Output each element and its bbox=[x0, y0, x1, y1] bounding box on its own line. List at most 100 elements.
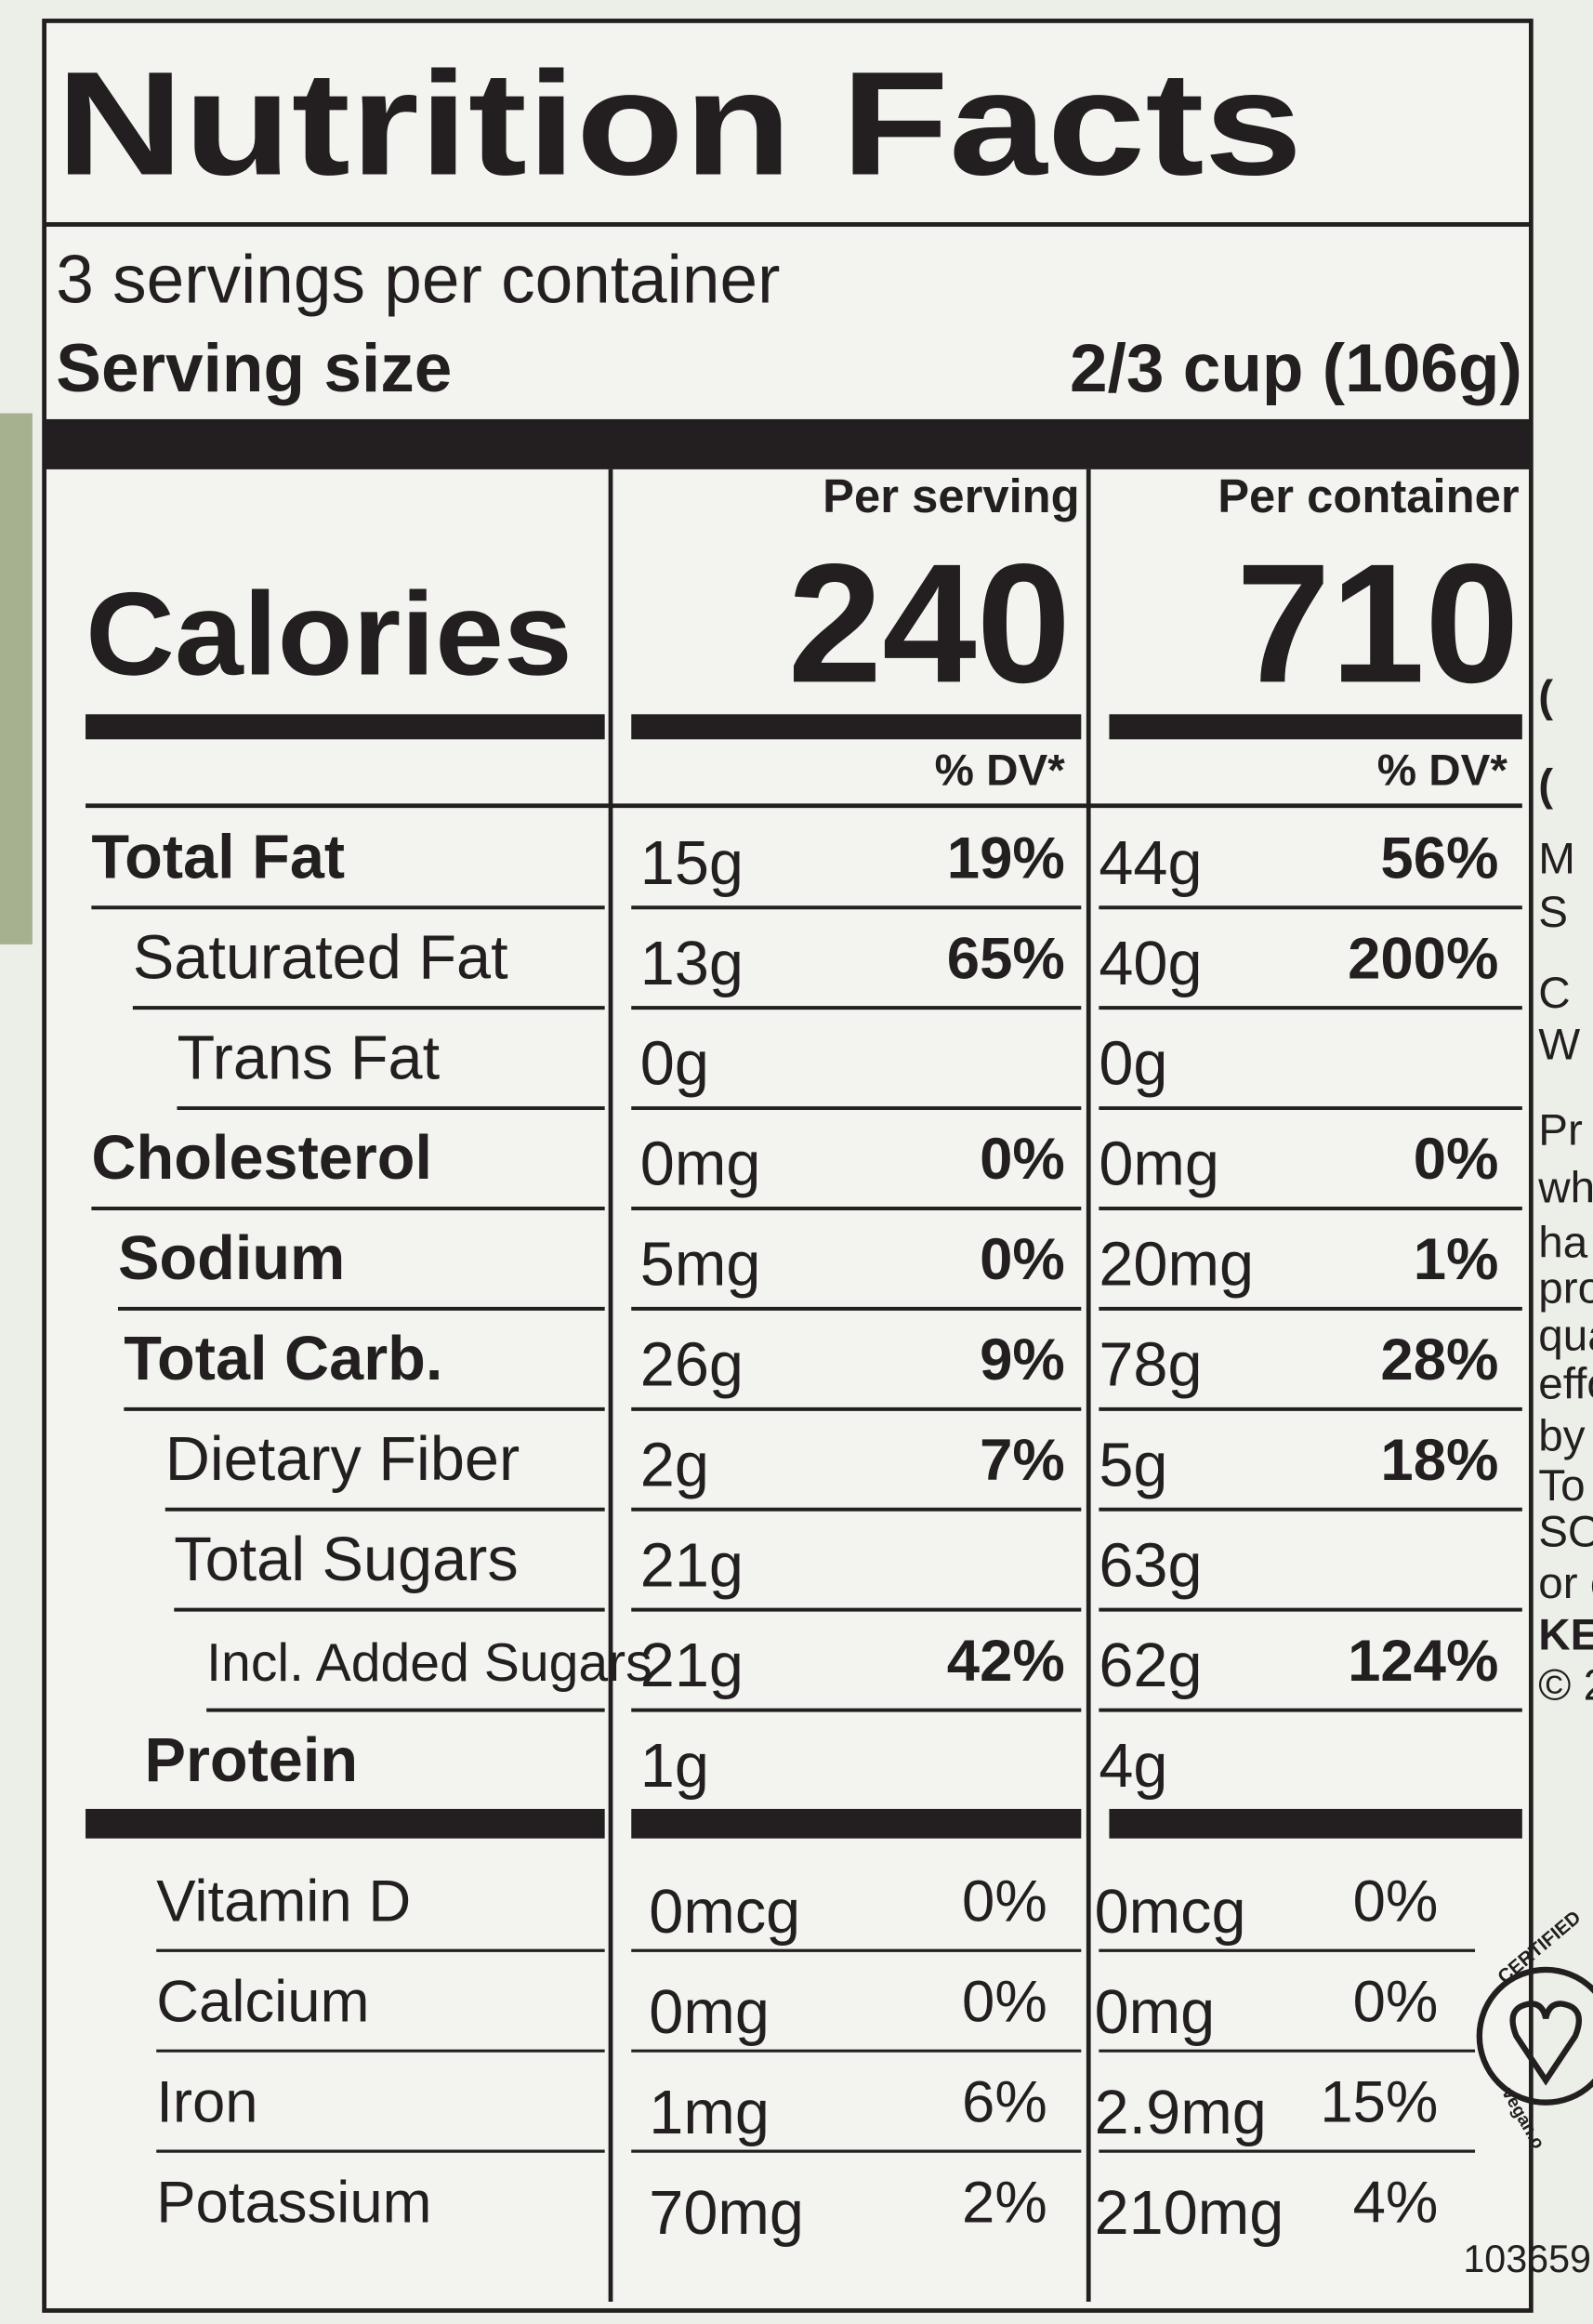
amount-container: 0g bbox=[1099, 1030, 1167, 1099]
amount-serving: 0g bbox=[640, 1030, 709, 1099]
amount-container: 20mg bbox=[1099, 1231, 1254, 1300]
amount-serving: 0mg bbox=[640, 1130, 761, 1199]
side-fragment: KEE bbox=[1538, 1611, 1593, 1660]
dv-header: % DV* bbox=[935, 746, 1066, 796]
amount-serving: 70mg bbox=[649, 2179, 804, 2248]
side-fragment: Pr bbox=[1538, 1106, 1583, 1155]
nutrient-name: Cholesterol bbox=[91, 1124, 432, 1193]
dv-container: 0% bbox=[1414, 1127, 1499, 1192]
side-fragment: effo bbox=[1538, 1360, 1593, 1409]
per-container: Per container bbox=[1218, 469, 1519, 522]
label-box bbox=[42, 19, 1534, 2313]
amount-serving: 26g bbox=[640, 1330, 744, 1399]
amount-serving: 21g bbox=[640, 1631, 744, 1700]
amount-serving: 0mcg bbox=[649, 1878, 800, 1947]
amount-container: 0mg bbox=[1095, 1978, 1216, 2047]
amount-container: 210mg bbox=[1095, 2179, 1284, 2248]
amount-serving: 2g bbox=[640, 1431, 709, 1499]
thick-bar bbox=[86, 714, 605, 740]
nutrient-name: Dietary Fiber bbox=[165, 1425, 520, 1494]
side-fragment: pro bbox=[1538, 1264, 1593, 1314]
amount-container: 44g bbox=[1099, 829, 1202, 898]
side-fragment: ( bbox=[1538, 760, 1553, 810]
dv-container: 200% bbox=[1348, 926, 1498, 991]
side-fragment: wh bbox=[1537, 1164, 1593, 1213]
nutrient-name: Sodium bbox=[118, 1224, 345, 1293]
dv-serving: 0% bbox=[962, 1869, 1047, 1934]
nutrient-name: Total Fat bbox=[91, 823, 345, 891]
dv-container: 0% bbox=[1353, 1869, 1439, 1934]
dv-container: 4% bbox=[1353, 2170, 1439, 2235]
nutrient-name: Total Carb. bbox=[124, 1325, 442, 1393]
amount-serving: 1g bbox=[640, 1732, 709, 1801]
vitamin-name: Potassium bbox=[156, 2170, 431, 2235]
amount-container: 5g bbox=[1099, 1431, 1167, 1499]
side-fragment: W bbox=[1538, 1021, 1580, 1070]
amount-serving: 15g bbox=[640, 829, 744, 898]
dv-container: 15% bbox=[1320, 2069, 1438, 2134]
amount-container: 63g bbox=[1099, 1531, 1202, 1600]
side-fragment: by u bbox=[1538, 1411, 1593, 1460]
side-fragment: M bbox=[1538, 835, 1575, 884]
dv-container: 56% bbox=[1380, 825, 1498, 891]
thick-bar bbox=[1109, 714, 1522, 740]
per-serving: Per serving bbox=[823, 469, 1080, 522]
thick-bar bbox=[1109, 1808, 1522, 1839]
calories-container: 710 bbox=[1236, 528, 1520, 718]
side-fragment: qua bbox=[1538, 1311, 1593, 1360]
thick-bar bbox=[631, 714, 1082, 740]
dv-serving: 2% bbox=[962, 2170, 1047, 2235]
serving-size-label: Serving size bbox=[56, 331, 452, 406]
dv-serving: 0% bbox=[980, 1127, 1065, 1192]
serving-size: 2/3 cup (106g) bbox=[1070, 331, 1522, 406]
vitamin-name: Iron bbox=[156, 2069, 257, 2134]
side-fragment: SOD bbox=[1538, 1507, 1593, 1556]
calories-serving: 240 bbox=[788, 528, 1071, 718]
servings: 3 servings per container bbox=[56, 243, 780, 318]
side-fragment: To l bbox=[1538, 1461, 1593, 1511]
amount-serving: 21g bbox=[640, 1531, 744, 1600]
dv-container: 18% bbox=[1380, 1428, 1498, 1493]
amount-container: 4g bbox=[1099, 1732, 1167, 1801]
nutrient-name: Total Sugars bbox=[174, 1525, 518, 1594]
amount-container: 0mg bbox=[1099, 1130, 1219, 1199]
side-fragment: C bbox=[1538, 969, 1570, 1018]
side-fragment: ha bbox=[1538, 1218, 1587, 1267]
amount-serving: 1mg bbox=[649, 2079, 770, 2147]
amount-serving: 5mg bbox=[640, 1231, 761, 1300]
side-fragment: S bbox=[1538, 888, 1568, 937]
dv-header: % DV* bbox=[1377, 746, 1508, 796]
amount-container: 62g bbox=[1099, 1631, 1202, 1700]
vegan-logo bbox=[1476, 1966, 1593, 2106]
amount-serving: 13g bbox=[640, 930, 744, 998]
dv-container: 1% bbox=[1414, 1227, 1499, 1292]
product-code: 103659 bbox=[1463, 2238, 1591, 2280]
dv-container: 0% bbox=[1353, 1969, 1439, 2034]
dv-serving: 42% bbox=[947, 1629, 1065, 1694]
nutrient-name: Saturated Fat bbox=[133, 923, 508, 992]
dv-container: 28% bbox=[1380, 1327, 1498, 1393]
amount-container: 0mcg bbox=[1095, 1878, 1246, 1947]
vitamin-name: Vitamin D bbox=[156, 1869, 411, 1934]
dv-container: 124% bbox=[1348, 1629, 1498, 1694]
side-fragment: © 20 bbox=[1538, 1660, 1593, 1710]
dv-serving: 19% bbox=[947, 825, 1065, 891]
nutrient-name: Incl. Added Sugars bbox=[206, 1633, 652, 1693]
side-fragment: or ca bbox=[1538, 1559, 1593, 1608]
calories-label: Calories bbox=[86, 567, 573, 699]
amount-container: 2.9mg bbox=[1095, 2079, 1267, 2147]
dv-serving: 9% bbox=[980, 1327, 1065, 1393]
amount-serving: 0mg bbox=[649, 1978, 770, 2047]
amount-container: 78g bbox=[1099, 1330, 1202, 1399]
dv-serving: 0% bbox=[962, 1969, 1047, 2034]
amount-container: 40g bbox=[1099, 930, 1202, 998]
dv-serving: 6% bbox=[962, 2069, 1047, 2134]
side-fragment: ( bbox=[1538, 672, 1553, 721]
nutrient-name: Protein bbox=[145, 1726, 359, 1795]
dv-serving: 0% bbox=[980, 1227, 1065, 1292]
thick-bar bbox=[86, 1808, 605, 1839]
thick-bar bbox=[44, 418, 1532, 469]
